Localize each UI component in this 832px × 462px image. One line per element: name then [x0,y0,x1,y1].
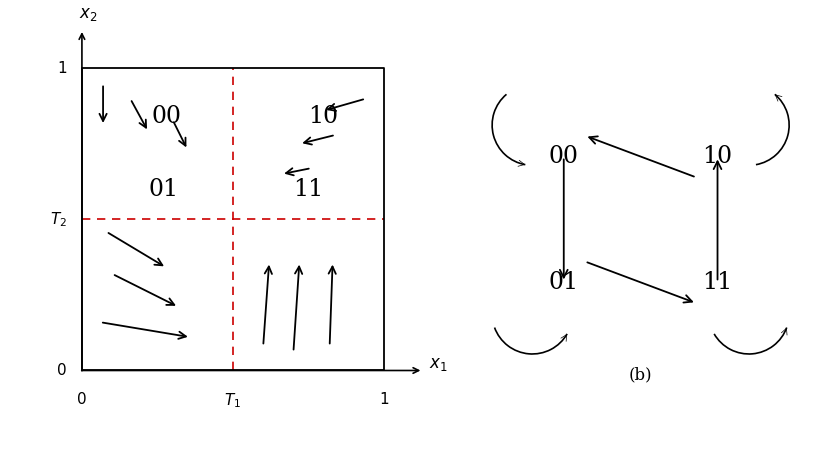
Text: $x_2$: $x_2$ [79,5,97,23]
Text: 0: 0 [77,392,87,407]
Text: 0: 0 [57,363,67,378]
Text: 1: 1 [379,392,389,407]
Text: 10: 10 [702,145,733,168]
Text: 00: 00 [549,145,579,168]
Text: 00: 00 [151,105,181,128]
Text: 01: 01 [548,271,579,294]
Text: 1: 1 [57,61,67,76]
Text: 11: 11 [294,178,324,201]
Text: (b): (b) [629,367,652,383]
Text: $T_2$: $T_2$ [50,210,67,229]
Text: 11: 11 [702,271,733,294]
Text: $T_1$: $T_1$ [225,392,241,410]
Text: 01: 01 [148,178,179,201]
Text: $x_1$: $x_1$ [429,355,448,373]
Text: 10: 10 [309,105,339,128]
